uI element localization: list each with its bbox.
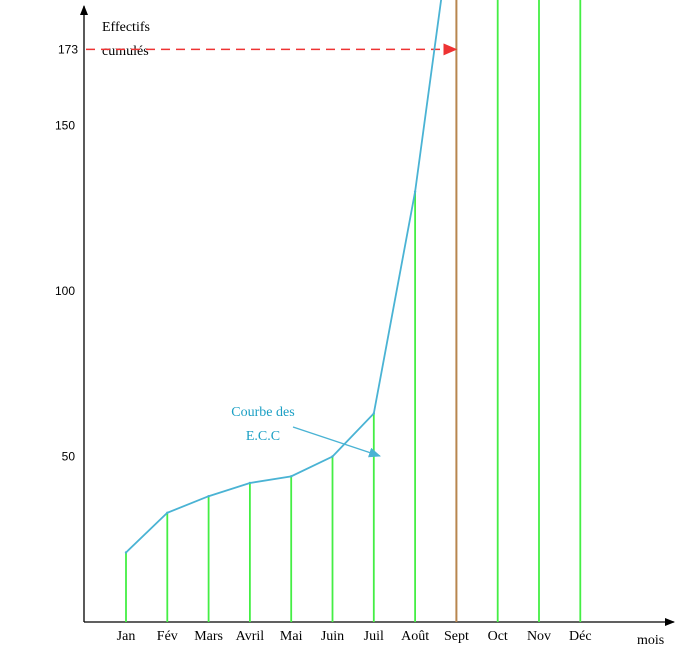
x-tick-Juil: Juil — [364, 629, 384, 644]
ecc-curve — [125, 0, 443, 554]
annotation-line1: Courbe des — [231, 405, 294, 420]
annotation-arrow — [292, 426, 381, 458]
data-point-Juil — [372, 412, 375, 415]
y-tick-100: 100 — [55, 284, 75, 298]
x-tick-Mars: Mars — [194, 629, 223, 644]
y-tick-50: 50 — [62, 450, 76, 464]
x-ticks: Jan Fév Mars Avril Mai Juin Juil Août Sept Oct Nov… — [117, 629, 592, 644]
x-tick-Jan: Jan — [117, 629, 136, 644]
data-point-Mars — [207, 495, 210, 498]
data-point-Août — [413, 190, 417, 193]
data-point-Juin — [331, 455, 334, 458]
x-tick-Fév: Fév — [157, 629, 178, 644]
x-axis-label: mois — [637, 633, 664, 648]
x-tick-Sept: Sept — [444, 629, 469, 644]
x-tick-Mai: Mai — [280, 629, 303, 644]
y-axis-label-line1: Effectifs — [102, 20, 150, 35]
x-tick-Nov: Nov — [527, 629, 551, 644]
y-ticks: 50100150200250300350 — [55, 119, 76, 464]
x-tick-Avril: Avril — [236, 629, 265, 644]
x-tick-Oct: Oct — [488, 629, 508, 644]
y-axis-label-line2: cumulés — [102, 44, 149, 59]
vertical-lines — [125, 0, 582, 622]
x-tick-Juin: Juin — [321, 629, 344, 644]
y-tick-150: 150 — [55, 119, 75, 133]
data-point-Avril — [248, 481, 252, 485]
x-tick-Août: Août — [401, 629, 429, 644]
annotation-line2: E.C.C — [246, 429, 280, 444]
data-point-Fév — [166, 511, 169, 514]
reference-label: 173 — [58, 42, 78, 56]
x-tick-Déc: Déc — [569, 629, 592, 644]
data-points — [124, 190, 417, 554]
data-point-Jan — [124, 551, 128, 554]
data-point-Mai — [290, 475, 293, 478]
